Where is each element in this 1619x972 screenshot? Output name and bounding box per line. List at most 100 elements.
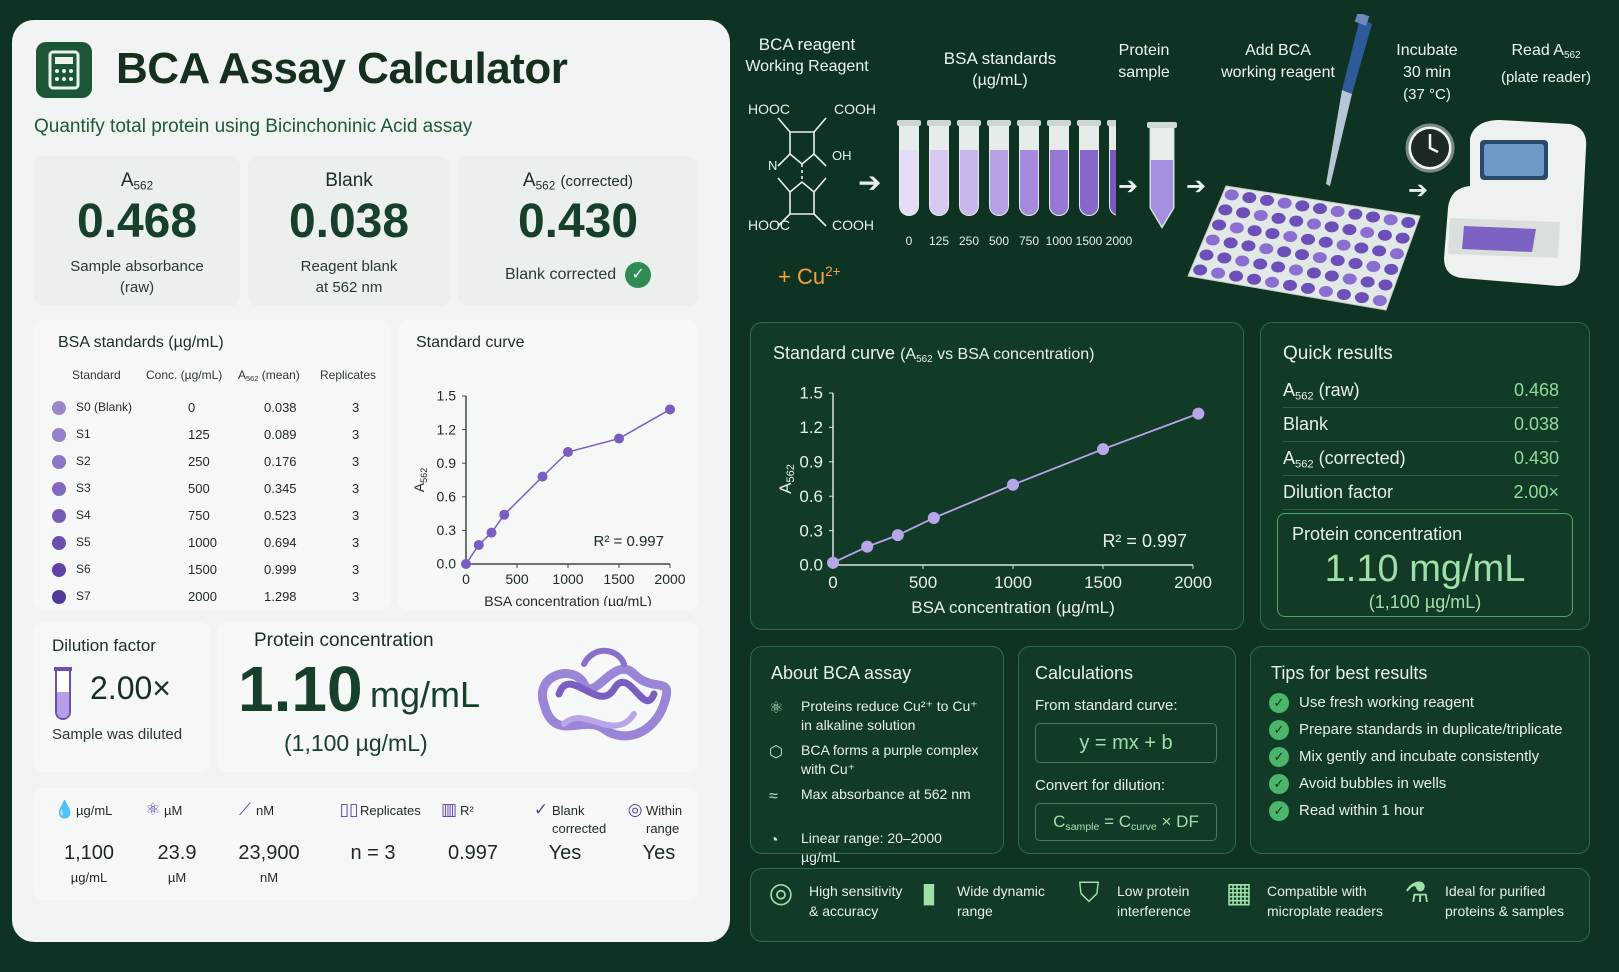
data-point: [1097, 443, 1109, 456]
plate-well: [1354, 242, 1369, 254]
about-panel: About BCA assay ⚛ Proteins reduce Cu²⁺ to…: [750, 646, 1004, 865]
check-icon: ✓: [1269, 720, 1289, 740]
microplate-icon: [1186, 176, 1422, 312]
tube-label: 1000: [1045, 234, 1073, 248]
table-row: S6 1500 0.999 3: [34, 562, 390, 589]
plate-well: [1277, 246, 1292, 258]
stat-5: ✓ Blank corrected Yes: [522, 798, 608, 888]
x-tick-label: 1500: [603, 571, 634, 587]
standard-name: S6: [76, 562, 91, 576]
standard-tube: [957, 120, 981, 216]
standard-dot: [52, 428, 66, 442]
data-point: [563, 447, 573, 457]
about-item: ⚛ Proteins reduce Cu²⁺ to Cu⁺ in alkaline…: [769, 697, 989, 737]
stat-unit: nM: [259, 870, 279, 885]
protein-structure-icon: [524, 634, 684, 764]
col-replicates: Replicates: [320, 368, 377, 382]
calculator-panel: BCA Assay Calculator Quantify total prot…: [12, 20, 730, 942]
tube-label: 250: [958, 234, 980, 248]
y-tick-label: 0.9: [799, 452, 823, 471]
stat-value: 23.9: [157, 842, 197, 864]
data-point: [891, 529, 904, 542]
plate-well: [1253, 210, 1268, 222]
concentration-alt: (1,100 µg/mL): [284, 730, 428, 756]
standard-tube: [1077, 120, 1101, 216]
standard-curve-panel: Standard curve (A562 vs BSA concentratio…: [750, 322, 1244, 630]
plate-well: [1318, 236, 1333, 248]
arrow-right-icon: ➔: [1118, 173, 1139, 200]
stat-value: 23,900: [238, 842, 300, 864]
plate-well: [1265, 276, 1280, 288]
y-tick-label: 1.2: [799, 418, 823, 437]
plate-well: [1336, 289, 1351, 301]
about-text: BCA forms a purple complex with Cu⁺: [801, 742, 979, 777]
result-value: 2.00×: [1513, 482, 1559, 502]
feature-line1: Ideal for purified: [1445, 883, 1546, 899]
metric-a562-label: A562: [120, 170, 154, 193]
stat-value: Yes: [548, 842, 582, 864]
standard-conc: 2000: [188, 589, 217, 604]
plate-well: [1318, 285, 1333, 297]
plate-well: [1271, 261, 1286, 273]
plate-well: [1199, 249, 1214, 261]
standard-tube: [1107, 120, 1131, 216]
standard-name: S1: [76, 427, 91, 441]
tips-title: Tips for best results: [1271, 663, 1428, 683]
plate-well: [1253, 258, 1268, 270]
complex-icon: ⬡: [769, 744, 783, 761]
formula-dilution: Csample = Ccurve × DF: [1035, 803, 1217, 841]
plate-well: [1313, 203, 1327, 215]
y-tick-label: 1.5: [437, 388, 457, 404]
bars-icon: ▮: [921, 877, 937, 908]
result-value: 0.468: [1513, 380, 1559, 400]
stat-value: 0.997: [447, 842, 499, 864]
plate-well: [1342, 224, 1357, 236]
standard-abs: 0.176: [264, 454, 297, 469]
data-point: [614, 433, 624, 444]
metric-blank-label: Blank: [325, 170, 373, 191]
standard-abs: 0.345: [264, 481, 297, 496]
concentration-card: Protein concentration 1.10 mg/mL (1,100 …: [218, 622, 698, 772]
result-row: Dilution factor 2.00×: [1283, 477, 1559, 510]
step-read-label: Read A562 (plate reader): [1500, 42, 1592, 86]
standards-title: BSA standards (µg/mL): [58, 334, 224, 351]
feature-line1: Compatible with: [1267, 883, 1367, 899]
standard-curve-chart-large: 0 500 1000 1500 2000 0.0 0.3 0.6 0.9 1.2 1.5 BSA co…: [776, 384, 1212, 617]
col-standard: Standard: [72, 368, 121, 382]
page-subtitle: Quantify total protein using Bicinchonin…: [34, 116, 473, 137]
concentration-value: 1.10: [238, 653, 363, 725]
standard-abs: 1.298: [264, 589, 297, 604]
step-add-label: Add BCA working reagent: [1221, 42, 1335, 81]
plate-well: [1348, 257, 1363, 269]
plate-well: [1383, 214, 1398, 226]
x-tick-label: 2000: [1174, 573, 1212, 592]
feature-line2: microplate readers: [1267, 903, 1383, 919]
plate-well: [1236, 207, 1251, 219]
tip-text: Prepare standards in duplicate/triplicat…: [1299, 720, 1563, 738]
protein-icon: ⚛: [769, 700, 784, 717]
bca-molecule-icon: HOOC COOH N OH HOOC COOH: [748, 98, 878, 248]
svg-text:COOH: COOH: [834, 101, 876, 117]
standard-abs: 0.694: [264, 535, 297, 550]
target-icon: ◎: [627, 800, 643, 819]
standard-replicates: 3: [352, 589, 360, 604]
tips-panel: Tips for best results ✓ Use fresh working…: [1250, 646, 1590, 854]
data-point: [1192, 407, 1205, 420]
feature-item: ⚗ Ideal for purified proteins & samples: [1399, 869, 1579, 933]
arrow-right-icon: ➔: [858, 167, 882, 198]
convert-label: Convert for dilution:: [1035, 777, 1166, 794]
table-row: S0 (Blank) 0 0.038 3: [34, 400, 390, 427]
y-axis-label: A562: [776, 464, 797, 494]
about-item: ≈ Max absorbance at 562 nm: [769, 785, 989, 825]
concentration-unit: mg/mL: [370, 674, 481, 715]
y-axis-label: A562: [411, 468, 429, 493]
y-tick-label: 1.5: [799, 384, 823, 403]
plate-well: [1289, 264, 1303, 276]
result-row: A562 (corrected) 0.430: [1283, 443, 1559, 476]
plate-well: [1366, 211, 1380, 223]
plate-well: [1271, 212, 1286, 224]
flask-icon: ⚗: [1404, 877, 1430, 908]
standard-name: S5: [76, 535, 91, 549]
metric-corrected-label: A562 (corrected): [522, 170, 634, 193]
about-text: Max absorbance at 562 nm: [801, 786, 971, 802]
